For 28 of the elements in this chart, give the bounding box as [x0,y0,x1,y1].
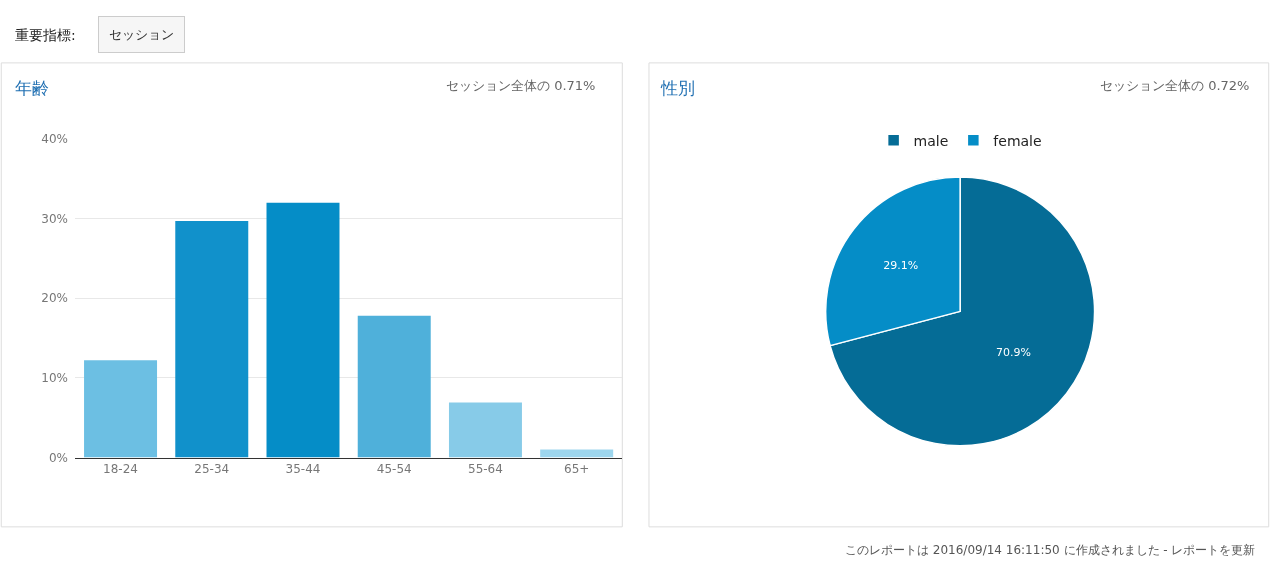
x-tick-label: 35-44 [285,461,321,476]
y-tick-label: 10% [41,371,68,386]
bar [175,220,249,458]
chart-title: 年齢 [15,78,49,98]
y-tick-label: 0% [48,450,68,465]
y-tick-label: 30% [41,211,68,226]
y-tick-label: 40% [41,132,68,147]
text: セッション [109,27,174,42]
x-tick-label: 45-54 [376,461,412,476]
chart-subtitle: セッション全体の 0.71% [446,78,596,93]
x-tick-label: 55-64 [468,461,503,476]
bar [84,360,158,458]
text: このレポートは 2016/09/14 16:11:50 に作成されました - レポートを更新 [845,543,1256,557]
text: 性別 [660,78,695,98]
text: 重要指標: [15,27,76,43]
bar [448,402,522,458]
x-tick-label: 18-24 [103,461,138,476]
data-label: 29.1% [883,259,919,273]
x-tick-label: 65+ [564,461,590,476]
legend-label: male [913,132,949,149]
data-label: 70.9% [995,345,1031,359]
legend-label: female [993,132,1042,149]
x-tick-label: 25-34 [194,461,230,476]
pie-slice [829,176,1096,447]
bar [266,202,340,458]
text: セッション全体の 0.72% [1100,78,1250,93]
bar [357,315,431,458]
y-tick-label: 20% [41,291,68,306]
